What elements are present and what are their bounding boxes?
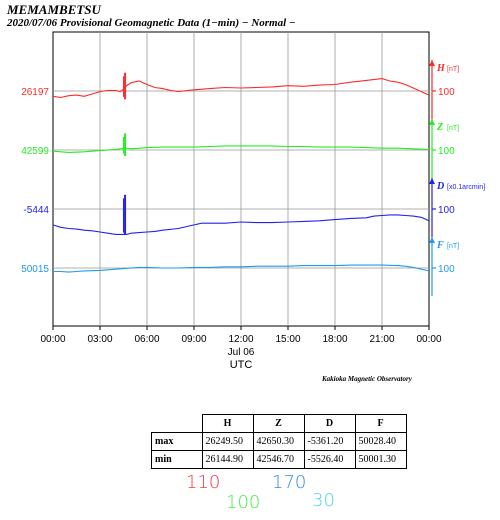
axis-arrow-icon (429, 60, 435, 66)
stats-cell: -5361.20 (303, 432, 356, 451)
base-label-f: 50015 (21, 264, 49, 275)
stats-row-min: min 26144.90 42546.70 -5526.40 50001.30 (151, 450, 407, 469)
x-tick-label: 21:00 (369, 334, 394, 345)
stats-row-label: max (151, 432, 203, 451)
base-label-d: -5444 (23, 205, 49, 216)
scale-label-h: 100 (438, 87, 455, 98)
series-unit-h: [nT] (447, 66, 459, 73)
series-line-f (53, 264, 430, 273)
series-line-d (52, 214, 430, 235)
x-tick-label: 06:00 (134, 334, 159, 345)
station-title: MEMAMBETSU (7, 2, 101, 17)
observatory-credit: Kakioka Magnetic Observatory (322, 375, 412, 383)
stats-header-h: H (201, 414, 254, 433)
handwritten-note-z: 100 (226, 492, 261, 513)
series-name-z: Z (436, 122, 443, 133)
x-tick-label: 03:00 (87, 334, 112, 345)
handwritten-note-f: 30 (312, 490, 335, 511)
series-name-f: F (436, 240, 444, 251)
stats-header-z: Z (252, 414, 305, 433)
stats-table: H Z D F max 26249.50 42650.30 -5361.20 5… (151, 414, 407, 469)
grid-lines (53, 32, 429, 326)
stats-cell: 26144.90 (201, 450, 254, 469)
stats-cell: 42546.70 (252, 450, 305, 469)
base-label-h: 26197 (21, 87, 49, 98)
axis-arrow-icon (429, 237, 435, 243)
handwritten-note-d: 170 (272, 472, 307, 493)
stats-cell: -5526.40 (303, 450, 356, 469)
handwritten-note-h: 110 (186, 472, 221, 493)
axis-arrow-icon (429, 119, 435, 125)
x-date-label: Jul 06 (228, 347, 255, 358)
stats-row-label: min (151, 450, 203, 469)
x-tick-label: 09:00 (181, 334, 206, 345)
series-unit-z: [nT] (447, 125, 459, 132)
series-unit-d: [x0.1arcmin] (447, 184, 485, 191)
stats-cell: 26249.50 (201, 432, 254, 451)
series-line-z (52, 145, 430, 153)
stats-cell: 42650.30 (252, 432, 305, 451)
scale-label-z: 100 (438, 146, 455, 157)
stats-cell: 50001.30 (354, 450, 407, 469)
x-axis-ticks: 00:00 03:00 06:00 09:00 12:00 15:00 18:00 21:00… (40, 326, 442, 345)
x-tick-label: 00:00 (40, 334, 65, 345)
base-value-labels: 26197 42599 -5444 50015 (21, 87, 49, 275)
series-name-h: H (436, 63, 446, 74)
stats-cell: 50028.40 (354, 432, 407, 451)
x-tick-label: 15:00 (275, 334, 300, 345)
stats-header-row: H Z D F (151, 414, 407, 433)
stats-header-f: F (354, 414, 407, 433)
axis-arrow-icon (429, 178, 435, 184)
x-tick-label: 00:00 (416, 334, 441, 345)
scale-label-d: 100 (438, 205, 455, 216)
series-line-h (52, 78, 430, 99)
scale-label-f: 100 (438, 264, 455, 275)
chart-subtitle: 2020/07/06 Provisional Geomagnetic Data … (7, 17, 296, 29)
stats-header-d: D (303, 414, 356, 433)
geomagnetic-chart: 00:00 03:00 06:00 09:00 12:00 15:00 18:00 21:00… (21, 31, 485, 371)
x-tick-label: 12:00 (228, 334, 253, 345)
stats-row-max: max 26249.50 42650.30 -5361.20 50028.40 (151, 432, 407, 451)
x-tick-label: 18:00 (322, 334, 347, 345)
base-label-z: 42599 (21, 146, 49, 157)
series-name-d: D (436, 181, 444, 192)
stats-corner (151, 414, 203, 433)
series-lines (52, 72, 430, 273)
x-axis-label: UTC (230, 359, 253, 371)
series-unit-f: [nT] (447, 243, 459, 250)
